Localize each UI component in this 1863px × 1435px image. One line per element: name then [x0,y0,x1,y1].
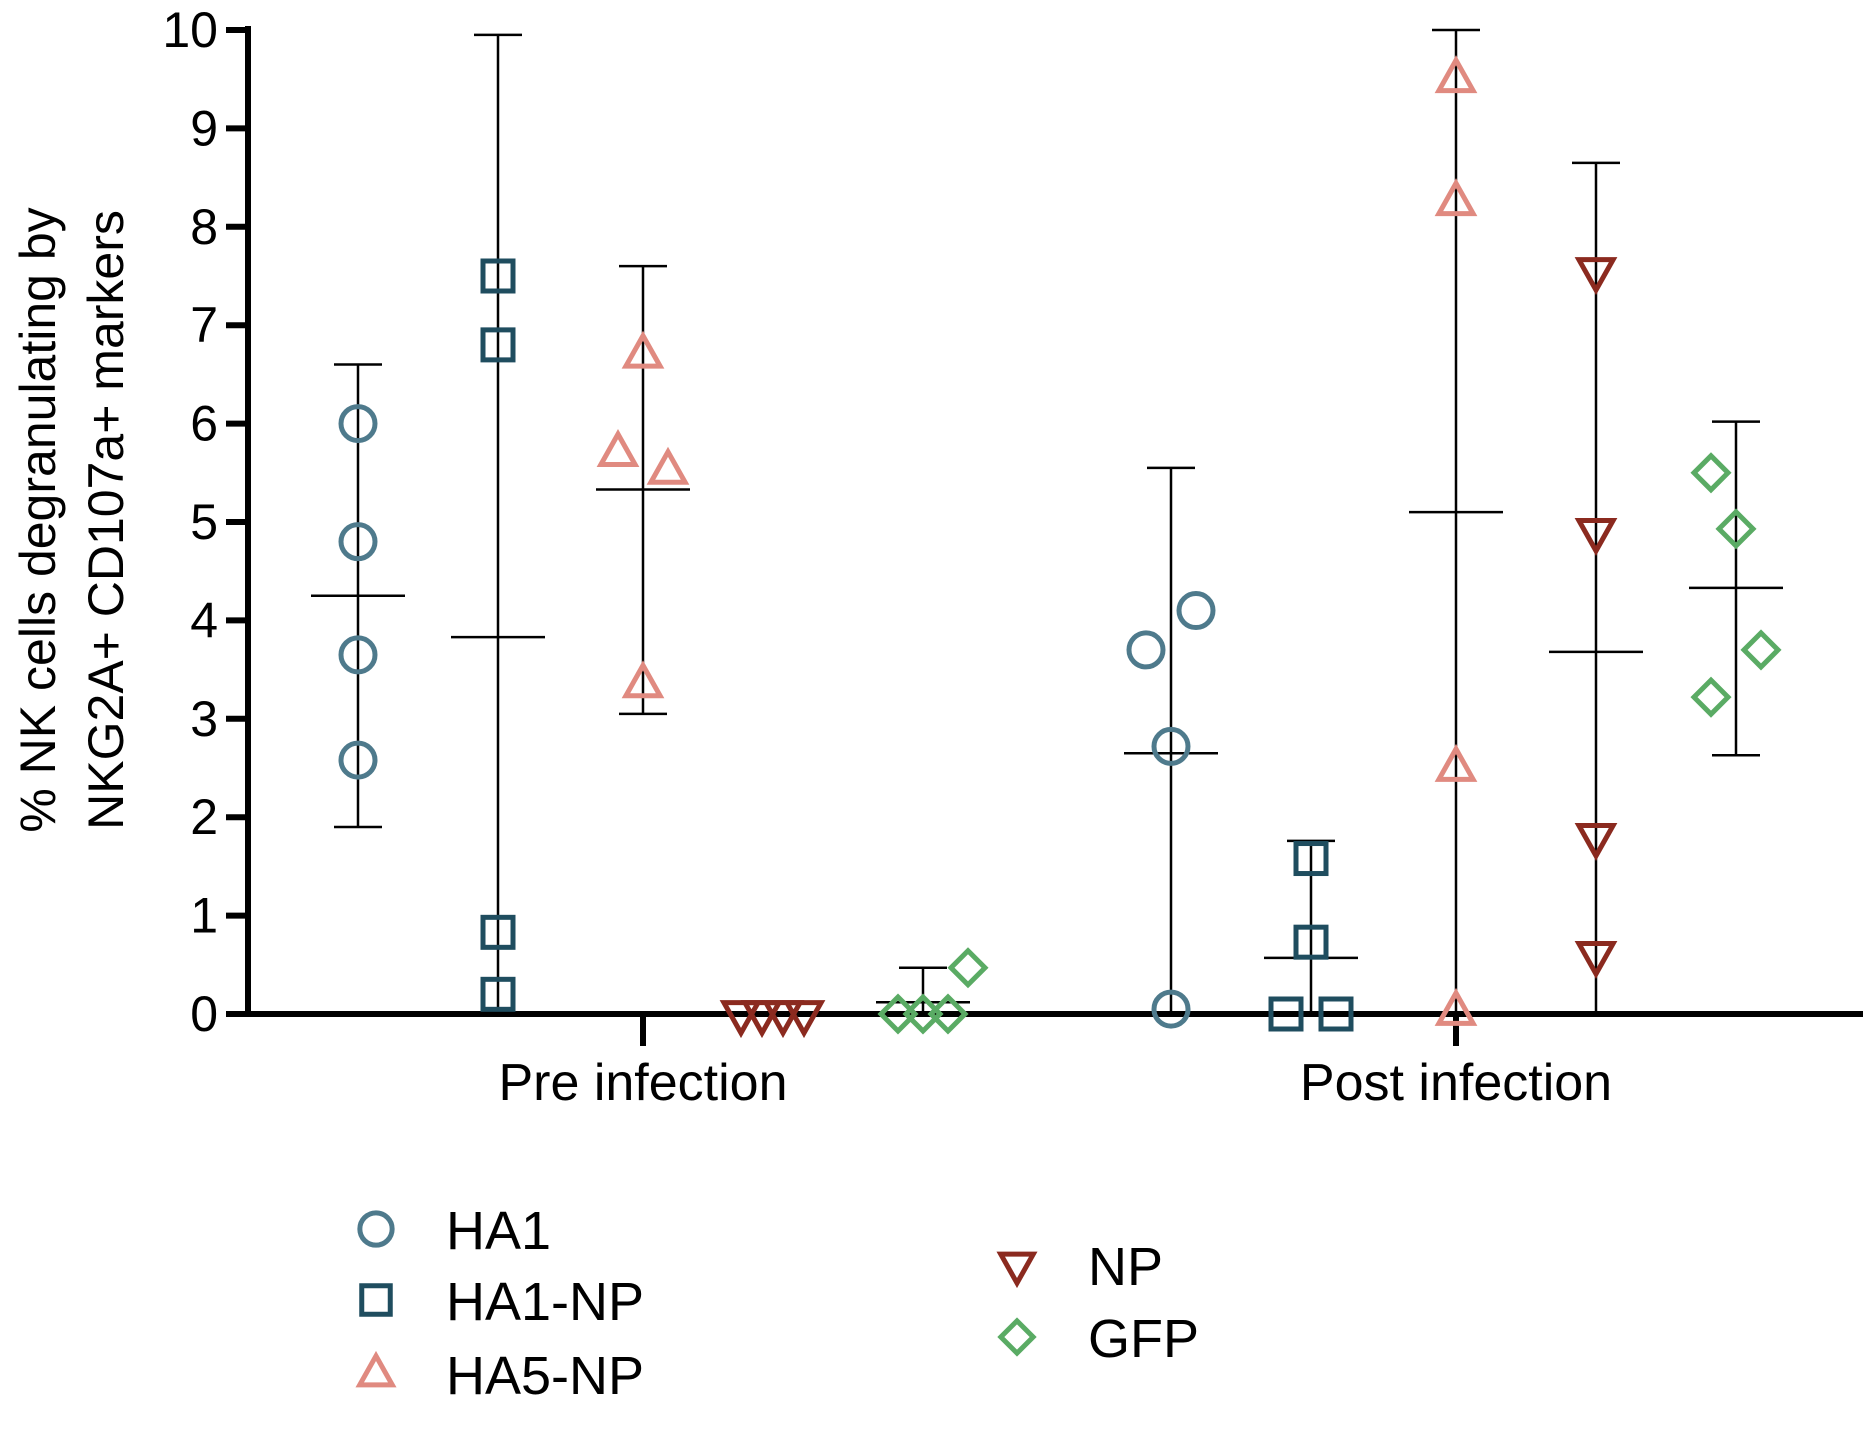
x-tick-label: Post infection [1300,1054,1612,1112]
data-point [338,404,378,444]
data-point [1434,743,1478,782]
data-point [1574,257,1618,296]
data-point [1126,630,1166,670]
y-tick-label: 10 [162,2,218,58]
data-point [480,976,516,1012]
data-point [740,1000,784,1039]
data-point [646,446,690,485]
legend-item: NP [996,1237,1163,1297]
data-point [1690,676,1732,718]
data-point [1151,989,1191,1029]
data-point [338,522,378,562]
legend-label: GFP [1088,1309,1199,1369]
legend-item: HA5-NP [355,1346,644,1406]
legend-label: NP [1088,1237,1163,1297]
legend-item: GFP [997,1309,1199,1369]
y-tick-label: 8 [190,199,218,255]
legend-marker [997,1317,1037,1357]
legend-label: HA1-NP [446,1272,644,1332]
data-point [1574,941,1618,980]
y-tick-label: 7 [190,297,218,353]
data-point [1268,996,1304,1032]
data-point [480,258,516,294]
y-tick-label: 2 [190,789,218,845]
data-point [596,429,640,468]
data-point [480,914,516,950]
data-point [1434,178,1478,217]
y-tick-label: 9 [190,100,218,156]
data-point [480,327,516,363]
y-tick-label: 6 [190,396,218,452]
data-point [1434,987,1478,1026]
data-point [927,993,969,1035]
data-point [1434,55,1478,94]
y-tick-label: 0 [190,986,218,1042]
data-point [621,660,665,699]
plot-area [311,28,1783,1039]
data-point [1574,822,1618,861]
data-point [1176,591,1216,631]
legend-label: HA1 [446,1201,551,1261]
data-point [761,1000,805,1039]
data-point [1293,924,1329,960]
y-tick-label: 5 [190,494,218,550]
data-point [1293,841,1329,877]
data-point [1690,452,1732,494]
data-point [719,1000,763,1039]
data-point [1318,996,1354,1032]
data-point [338,740,378,780]
legend-item: HA1 [357,1201,551,1261]
x-tick-label: Pre infection [498,1054,787,1112]
axes: 0 1 2 3 4 5 6 7 8 9 10 % NK cells degranulating by N… [10,2,1863,1112]
data-point [338,635,378,675]
data-point [947,947,989,989]
legend-marker [359,1283,393,1317]
y-tick-label: 4 [190,592,218,648]
legend: HA1 HA1-NP HA5-NP NP GFP [355,1201,1199,1406]
legend-marker [996,1251,1038,1289]
y-tick-label: 3 [190,691,218,747]
data-point [1574,517,1618,556]
legend-marker [355,1350,397,1388]
data-point [621,330,665,369]
y-axis-title: NKG2A+ CD107a+ markers [78,210,134,830]
legend-label: HA5-NP [446,1346,644,1406]
data-point [1715,508,1757,550]
data-point [1151,726,1191,766]
data-point [1740,629,1782,671]
data-point [782,1000,826,1039]
legend-item: HA1-NP [359,1272,644,1332]
legend-marker [357,1210,395,1248]
y-tick-label: 1 [190,888,218,944]
y-axis-title: % NK cells degranulating by [10,207,66,832]
